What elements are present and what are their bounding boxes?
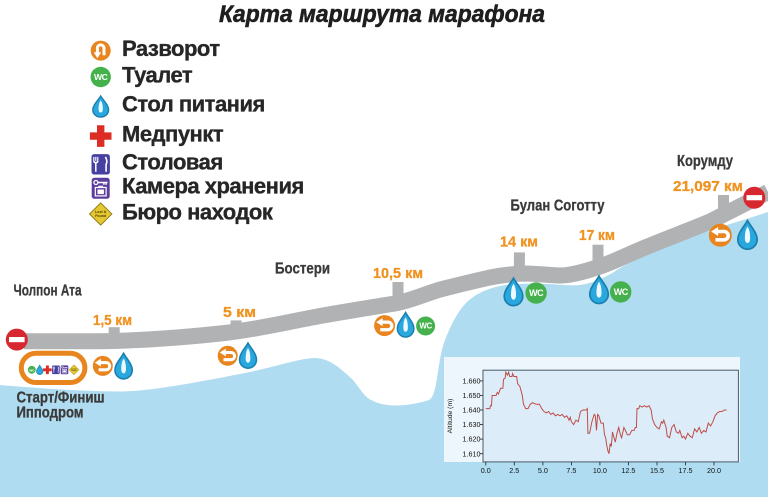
svg-text:1.620: 1.620 — [463, 435, 481, 444]
svg-text:Чолпон Ата: Чолпон Ата — [14, 282, 82, 299]
svg-text:Altitude (m): Altitude (m) — [447, 399, 454, 434]
svg-text:5 км: 5 км — [223, 304, 256, 321]
svg-text:15.5: 15.5 — [650, 466, 664, 475]
svg-text:1.630: 1.630 — [463, 420, 481, 429]
svg-text:7.5: 7.5 — [566, 466, 576, 475]
svg-text:1.640: 1.640 — [463, 406, 481, 415]
svg-text:21,097 км: 21,097 км — [673, 178, 743, 195]
svg-text:Бюро находок: Бюро находок — [122, 199, 274, 224]
svg-text:20.0: 20.0 — [707, 466, 721, 475]
svg-text:5.0: 5.0 — [538, 466, 548, 475]
svg-text:Стол питания: Стол питания — [122, 92, 265, 117]
svg-text:1.650: 1.650 — [463, 391, 481, 400]
svg-text:2.5: 2.5 — [509, 466, 519, 475]
svg-text:10,5 км: 10,5 км — [373, 265, 423, 282]
svg-text:Медпункт: Медпункт — [122, 122, 224, 147]
svg-text:Камера хранения: Камера хранения — [122, 174, 304, 199]
svg-text:1.610: 1.610 — [463, 449, 481, 458]
svg-text:Булан Соготту: Булан Соготту — [511, 198, 605, 215]
svg-text:12.5: 12.5 — [621, 466, 635, 475]
svg-text:Разворот: Разворот — [122, 36, 220, 61]
svg-text:Карта маршрута марафона: Карта маршрута марафона — [219, 1, 545, 28]
svg-text:17.5: 17.5 — [679, 466, 693, 475]
svg-text:wc: wc — [28, 368, 34, 372]
svg-text:Бостери: Бостери — [275, 260, 330, 277]
svg-text:Ипподром: Ипподром — [17, 405, 84, 422]
svg-text:10.0: 10.0 — [593, 466, 607, 475]
svg-text:Туалет: Туалет — [122, 62, 193, 87]
svg-text:Старт/Финиш: Старт/Финиш — [17, 390, 105, 407]
svg-text:17 км: 17 км — [579, 227, 615, 244]
svg-text:14 км: 14 км — [500, 234, 538, 251]
svg-text:1,5 км: 1,5 км — [93, 312, 132, 329]
svg-text:Столовая: Столовая — [122, 150, 223, 175]
svg-text:0.0: 0.0 — [481, 466, 491, 475]
svg-text:1.660: 1.660 — [463, 377, 481, 386]
svg-text:Корумду: Корумду — [677, 153, 733, 170]
